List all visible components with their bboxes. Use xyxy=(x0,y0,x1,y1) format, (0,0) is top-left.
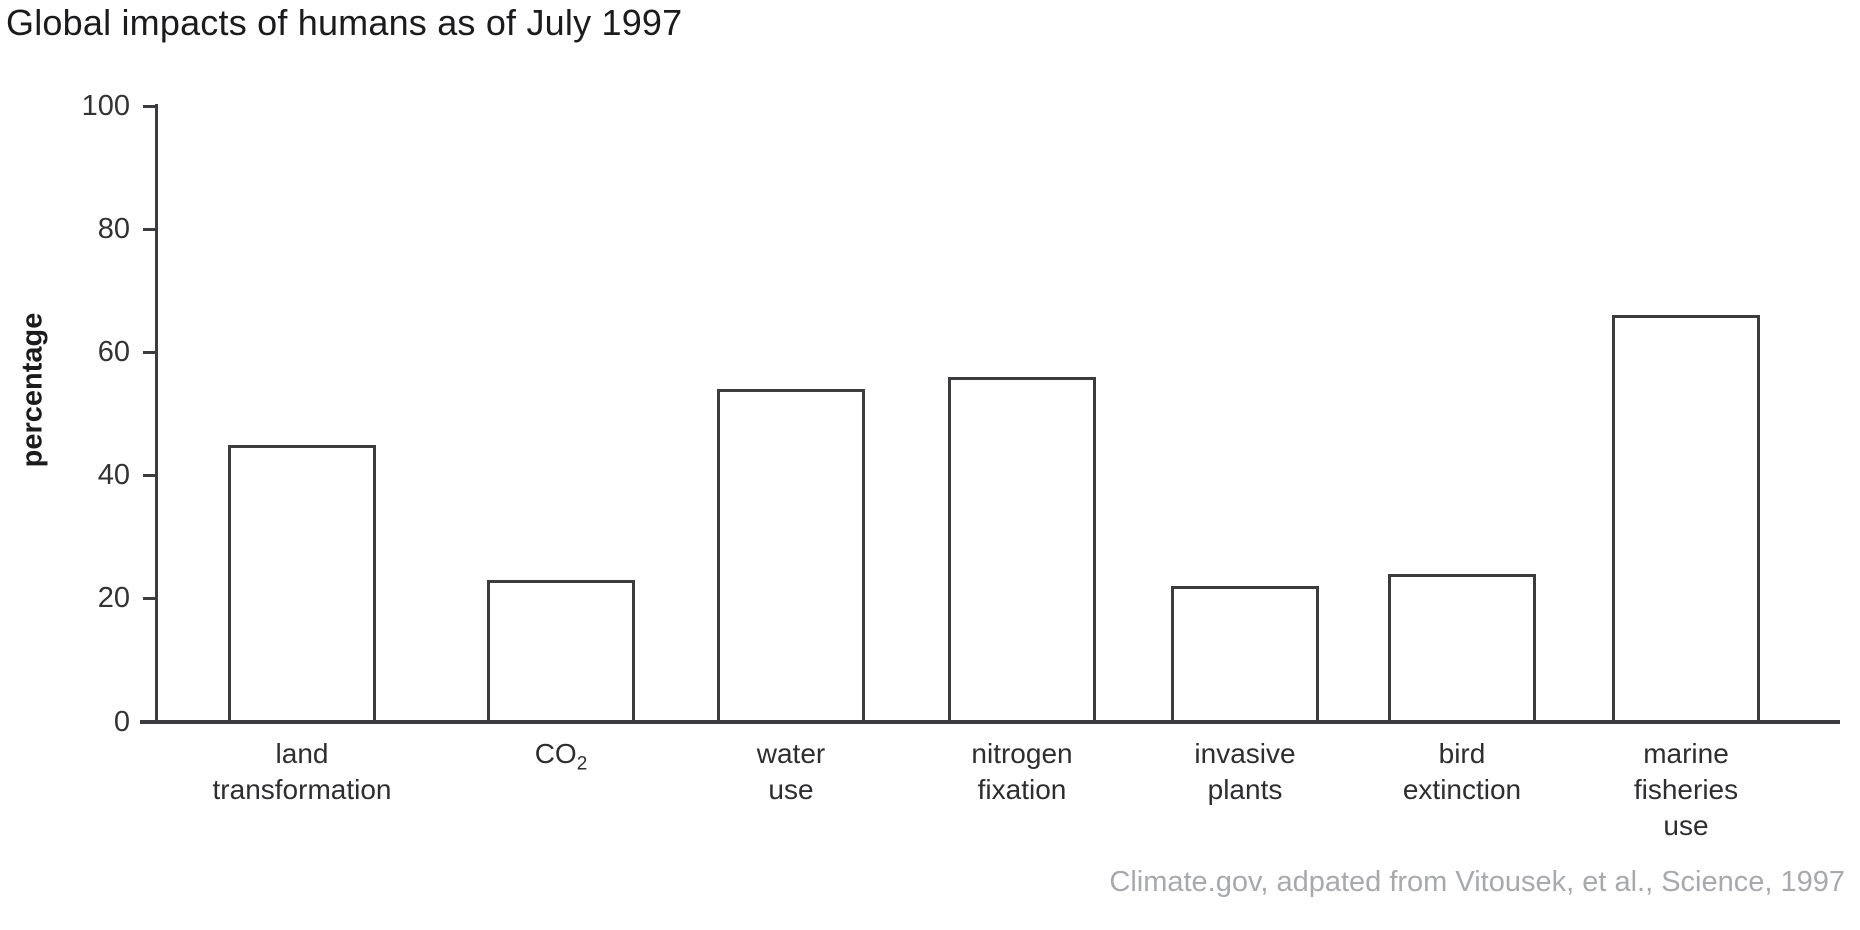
x-axis-line xyxy=(140,720,1840,724)
y-axis-label: percentage xyxy=(16,312,49,468)
attribution: Climate.gov, adpated from Vitousek, et a… xyxy=(1109,866,1845,898)
bar-marine-fisheries-use xyxy=(1612,315,1760,722)
bar-invasive-plants xyxy=(1171,586,1319,722)
y-tick-mark xyxy=(143,474,156,478)
y-tick-label: 40 xyxy=(97,459,130,492)
y-tick-mark xyxy=(143,227,156,231)
x-axis-label: bird extinction xyxy=(1402,738,1522,805)
bar-water-use xyxy=(717,389,865,722)
chart-title: Global impacts of humans as of July 1997 xyxy=(6,2,683,43)
x-axis-label: nitrogen fixation xyxy=(971,738,1073,805)
x-axis-label: invasive plants xyxy=(1194,738,1296,805)
y-tick-label: 60 xyxy=(97,335,130,368)
bar-bird-extinction xyxy=(1388,574,1536,722)
y-tick-label: 0 xyxy=(113,705,130,738)
x-axis-label: marine fisheries use xyxy=(1633,738,1739,841)
bar-co- xyxy=(487,580,635,722)
x-axis-label: CO2 xyxy=(534,738,588,775)
y-tick-mark xyxy=(143,350,156,354)
x-axis-label: land transformation xyxy=(212,738,392,805)
y-tick-mark xyxy=(143,597,156,601)
x-axis-label: water use xyxy=(756,738,826,805)
bar-land-transformation xyxy=(228,444,376,722)
y-tick-label: 20 xyxy=(97,582,130,615)
y-tick-mark xyxy=(143,104,156,108)
bar-nitrogen-fixation xyxy=(948,377,1096,722)
y-axis-line xyxy=(155,104,158,724)
y-tick-label: 100 xyxy=(81,89,130,122)
y-tick-label: 80 xyxy=(97,212,130,245)
